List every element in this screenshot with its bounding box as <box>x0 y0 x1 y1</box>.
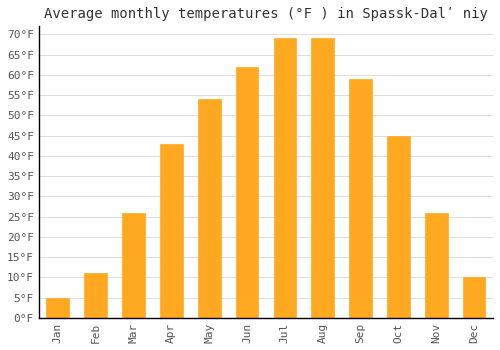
Title: Average monthly temperatures (°F ) in Spassk-Dalʹ niy: Average monthly temperatures (°F ) in Sp… <box>44 7 488 21</box>
Bar <box>274 38 296 318</box>
Bar <box>387 136 410 318</box>
Bar <box>349 79 372 318</box>
Bar <box>46 298 69 318</box>
Bar <box>84 273 107 318</box>
Bar <box>122 212 145 318</box>
Bar <box>160 144 182 318</box>
Bar <box>312 38 334 318</box>
Bar <box>198 99 220 318</box>
Bar <box>463 278 485 318</box>
Bar <box>236 67 258 318</box>
Bar <box>425 212 448 318</box>
